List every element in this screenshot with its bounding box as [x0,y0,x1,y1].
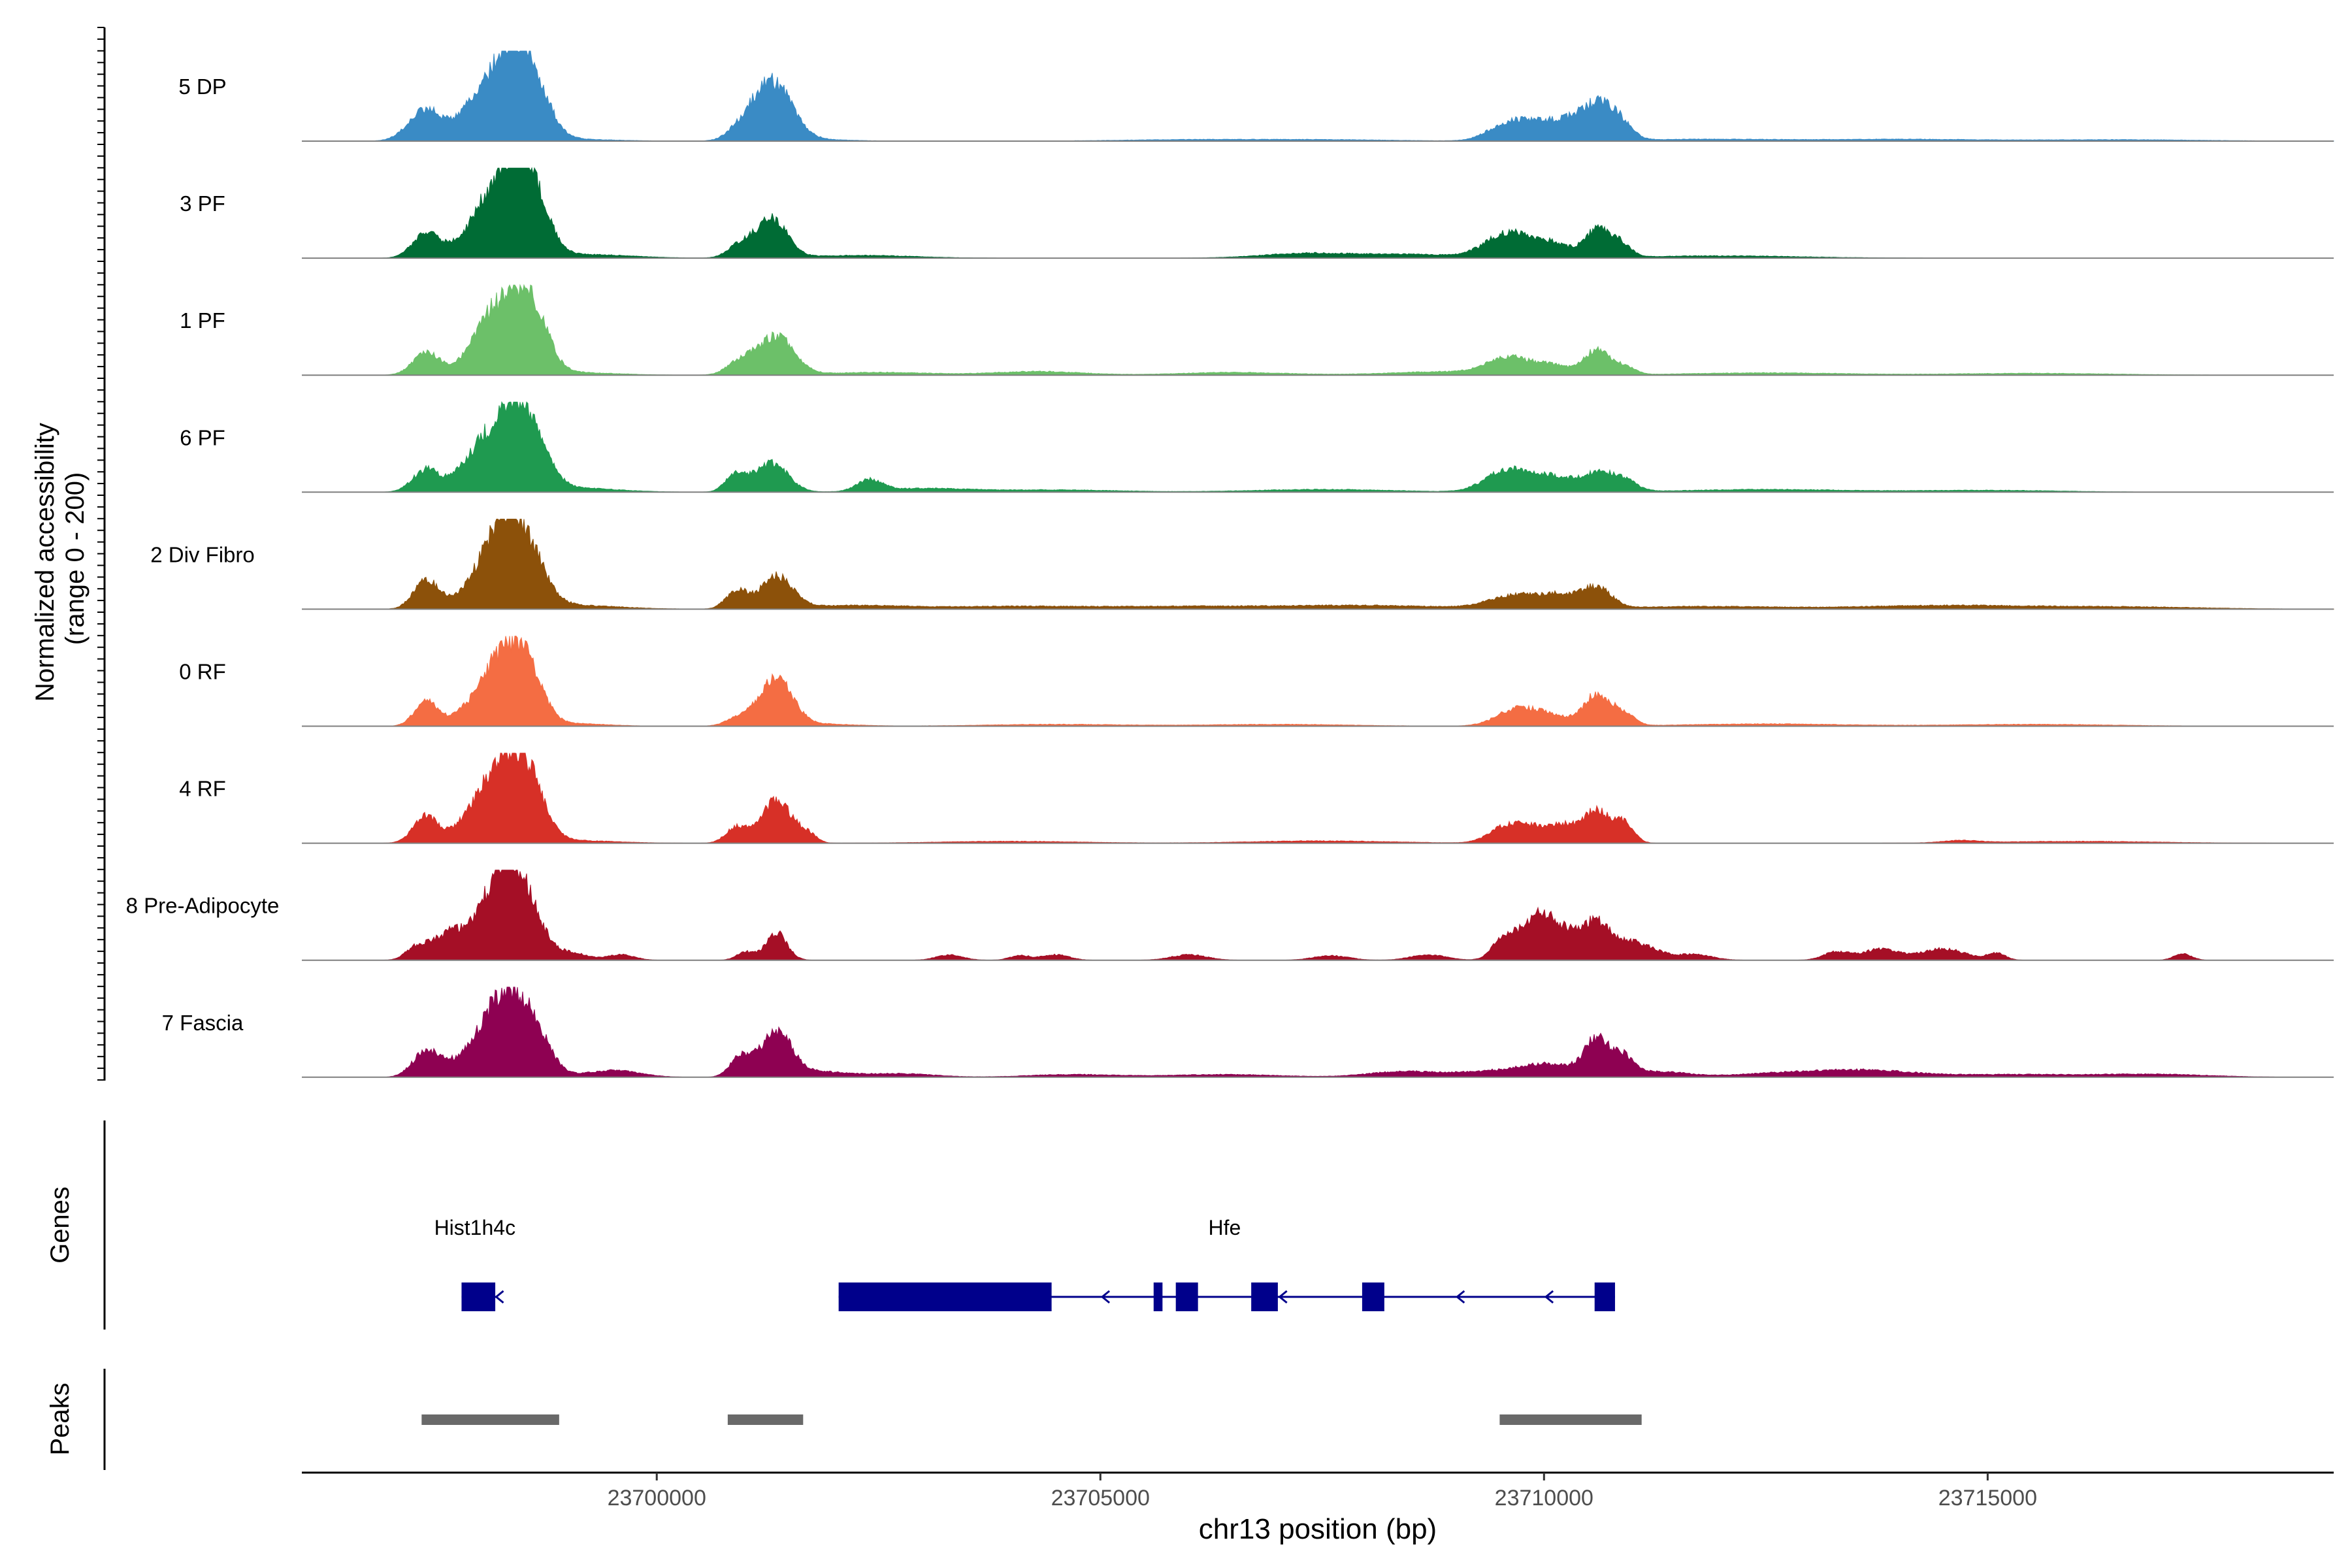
gene-label: Hist1h4c [434,1216,516,1239]
track-5-dp: 5 DP [178,50,2334,142]
peaks-axis-title: Peaks [46,1382,74,1455]
gene-exon [1175,1282,1198,1311]
track-label: 0 RF [179,660,226,684]
track-label: 3 PF [180,191,225,216]
x-axis-title: chr13 position (bp) [1199,1513,1437,1545]
gene-exon [1153,1282,1163,1311]
peak-region [1499,1414,1642,1425]
track-label: 6 PF [180,425,225,449]
coverage-y-axis-ticks [97,27,105,1081]
x-tick-label: 23710000 [1495,1486,1593,1511]
track-2-div-fibro: 2 Div Fibro [150,519,2334,610]
x-axis-ticks: 23700000 23705000 23710000 23715000 [608,1473,2037,1511]
coverage-tracks: 5 DP 3 PF 1 PF 6 PF 2 Div Fibro 0 RF 4 RF 8 Pre… [126,50,2334,1078]
coverage-y-axis-title-line1: Normalized accessibility [31,423,59,702]
gene-exon [1362,1282,1384,1311]
coverage-area [302,519,2334,610]
track-3-pf: 3 PF [180,167,2334,259]
peaks-track [421,1414,1642,1425]
track-7-fascia: 7 Fascia [162,987,2334,1078]
track-label: 8 Pre-Adipocyte [126,894,280,918]
track-8-pre-adipocyte: 8 Pre-Adipocyte [126,870,2334,961]
track-0-rf: 0 RF [179,636,2334,727]
strand-arrow [1100,1290,1111,1304]
x-tick-label: 23705000 [1051,1486,1150,1511]
gene-annotation-track: Hist1h4c Hfe [434,1216,1615,1311]
track-1-pf: 1 PF [180,284,2334,376]
gene-hist1h4c: Hist1h4c [434,1216,516,1311]
strand-arrow [495,1290,504,1304]
gene-exon [1594,1282,1615,1311]
coverage-area [302,753,2334,844]
track-4-rf: 4 RF [179,753,2334,844]
track-label: 2 Div Fibro [150,542,255,566]
track-label: 7 Fascia [162,1011,244,1035]
coverage-area [302,987,2334,1078]
coverage-y-axis-title-line2: (range 0 - 200) [61,472,90,645]
strand-arrow [1455,1290,1465,1304]
gene-exon [1251,1282,1278,1311]
peak-region [727,1414,804,1425]
gene-exon [461,1282,496,1311]
peak-region [421,1414,559,1425]
gene-exon [838,1282,1052,1311]
gene-label: Hfe [1209,1216,1241,1239]
track-6-pf: 6 PF [180,400,2334,493]
coverage-y-axis-title: Normalized accessibility (range 0 - 200) [31,416,90,702]
track-label: 5 DP [178,74,226,99]
gene-hfe: Hfe [838,1216,1615,1311]
strand-arrow [1544,1290,1554,1304]
genes-axis-title: Genes [46,1186,74,1264]
strand-arrow [1278,1290,1288,1304]
x-tick-label: 23700000 [608,1486,706,1511]
coverage-area [302,400,2334,493]
coverage-area [302,870,2334,961]
track-label: 1 PF [180,308,225,333]
track-label: 4 RF [179,777,226,801]
x-tick-label: 23715000 [1938,1486,2037,1511]
coverage-area [302,284,2334,376]
